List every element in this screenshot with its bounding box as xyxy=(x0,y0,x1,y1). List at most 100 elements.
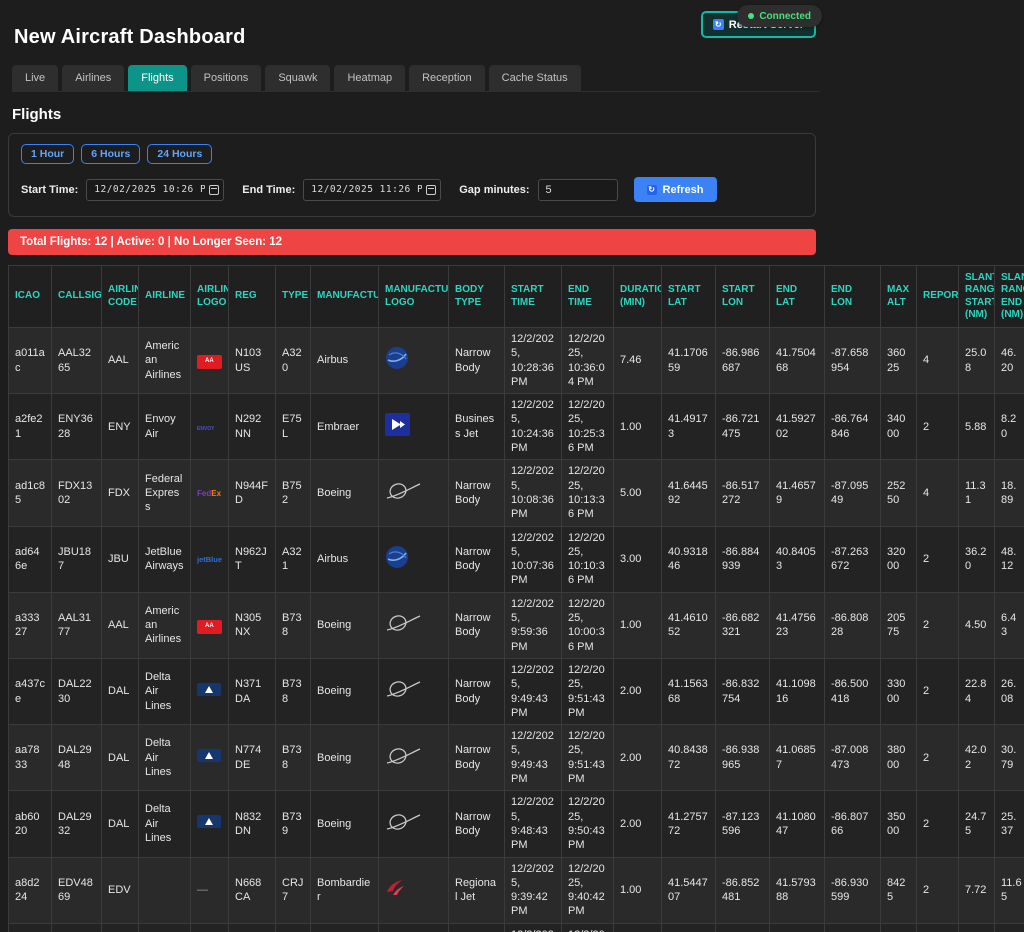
tab-live[interactable]: Live xyxy=(12,65,59,91)
cell-airline-code: AAL xyxy=(101,326,139,395)
cell-slant-start: 5.88 xyxy=(958,393,995,461)
gap-minutes-label: Gap minutes: xyxy=(459,183,530,196)
column-header-duration-min: DURATION (MIN) xyxy=(613,265,662,328)
end-time-input[interactable] xyxy=(303,178,442,201)
tab-heatmap[interactable]: Heatmap xyxy=(334,65,406,91)
cell-start-lon: -86.938965 xyxy=(715,724,770,792)
cell-type: CRJ7 xyxy=(275,856,311,924)
cell-type: B738 xyxy=(275,591,311,659)
cell-reports: 2 xyxy=(916,591,959,659)
cell-duration-min: 1.00 xyxy=(613,856,662,924)
quick-range-button-6-hours[interactable]: 6 Hours xyxy=(81,144,141,164)
cell-type: B738 xyxy=(275,657,311,726)
cell-icao: a8d224 xyxy=(8,856,52,924)
cell-duration-min: 3.00 xyxy=(613,525,662,593)
cell-body-type: Turboprop xyxy=(448,922,505,932)
column-header-max-alt: MAX ALT xyxy=(880,265,917,328)
cell-reg: N668CA xyxy=(228,856,276,924)
boeing-logo-icon xyxy=(386,813,421,830)
cell-duration-min: 2.00 xyxy=(613,790,662,858)
cell-body-type: Narrow Body xyxy=(448,326,505,395)
cell-body-type: Narrow Body xyxy=(448,459,505,527)
table-row: a33327 AAL3177 AAL American Airlines AA N305N… xyxy=(8,591,1024,659)
cell-type: B739 xyxy=(275,790,311,858)
cell-manufacturer: Boeing xyxy=(310,657,379,726)
airbus-logo-icon xyxy=(386,546,408,568)
cell-manufacturer-logo: TEXTRON xyxy=(378,922,449,932)
cell-end-lon: -86.80766 xyxy=(824,790,881,858)
cell-reports: 2 xyxy=(916,657,959,726)
cell-body-type: Business Jet xyxy=(448,393,505,461)
table-row: a427e3SUB8942SUBSuburban Air Freight—N36… xyxy=(8,922,1024,932)
column-header-start-lat: START LAT xyxy=(661,265,716,328)
cell-end-lon: -86.80828 xyxy=(824,591,881,659)
cell-end-lon: -87.263672 xyxy=(824,525,881,593)
calendar-icon[interactable] xyxy=(209,184,220,195)
tab-positions[interactable]: Positions xyxy=(190,65,262,91)
cell-reports: 2 xyxy=(916,393,959,461)
start-time-label: Start Time: xyxy=(21,183,79,196)
tab-reception[interactable]: Reception xyxy=(409,65,485,91)
cell-reports: 4 xyxy=(916,459,959,527)
quick-range-button-1-hour[interactable]: 1 Hour xyxy=(21,144,75,164)
cell-end-time: 12/2/2025, 10:13:36 PM xyxy=(561,459,614,527)
airbus-logo-icon xyxy=(386,347,408,370)
cell-start-lon: -86.721475 xyxy=(715,393,770,461)
cell-manufacturer-logo xyxy=(378,525,449,593)
cell-slant-start: 7.72 xyxy=(958,856,995,924)
cell-manufacturer: Boeing xyxy=(310,591,379,659)
cell-slant-end: 4.90 xyxy=(994,922,1024,932)
cell-end-time: 12/2/2025, 10:10:36 PM xyxy=(561,525,614,593)
table-row: ad1c85 FDX1302 FDX Federal Express FedEx N944… xyxy=(8,459,1024,527)
cell-type: B752 xyxy=(275,459,311,527)
delta-logo-icon xyxy=(197,815,221,829)
cell-body-type: Regional Jet xyxy=(448,856,505,924)
tab-cache-status[interactable]: Cache Status xyxy=(488,65,581,91)
cell-duration-min: 1.00 xyxy=(613,591,662,659)
cell-manufacturer: Bombardier xyxy=(310,856,379,924)
cell-end-lat: 41.750468 xyxy=(769,326,825,395)
gap-minutes-input[interactable] xyxy=(537,178,618,201)
cell-reports: 2 xyxy=(916,525,959,593)
tab-flights[interactable]: Flights xyxy=(128,65,187,91)
cell-start-time: 12/2/2025, 10:08:36 PM xyxy=(504,459,562,527)
tab-squawk[interactable]: Squawk xyxy=(265,65,331,91)
flights-table-header-row: ICAOCALLSIGNAIRLINE CODEAIRLINEAIRLINE L… xyxy=(8,265,1024,328)
cell-reports: 2 xyxy=(916,790,959,858)
cell-end-time: 12/2/2025, 9:51:43 PM xyxy=(561,724,614,792)
calendar-icon[interactable] xyxy=(426,184,437,195)
refresh-button[interactable]: ↻ Refresh xyxy=(633,177,717,202)
cell-end-lon: -87.09549 xyxy=(824,459,881,527)
table-row: a8d224 EDV4869 EDV — N668CA CRJ7 Bombardier Reg… xyxy=(8,856,1024,924)
end-time-wrap xyxy=(303,178,442,201)
cell-airline: American Airlines xyxy=(138,326,191,395)
start-time-input[interactable] xyxy=(86,178,225,201)
cell-start-lon: -86.884939 xyxy=(715,525,770,593)
table-row: ab6020 DAL2932 DAL Delta Air Lines N832DN B73… xyxy=(8,790,1024,858)
cell-end-time: 12/2/2025, 10:00:36 PM xyxy=(561,591,614,659)
cell-start-time: 12/2/2025, 9:39:42 PM xyxy=(504,856,562,924)
boeing-logo-icon xyxy=(386,681,421,698)
cell-start-lon: -86.986687 xyxy=(715,326,770,395)
cell-slant-start: 25.08 xyxy=(958,326,995,395)
table-row: a011ac AAL3265 AAL American Airlines AA N103U… xyxy=(8,326,1024,395)
refresh-label: Refresh xyxy=(662,183,704,196)
quick-range-button-24-hours[interactable]: 24 Hours xyxy=(147,144,213,164)
cell-start-time: 12/2/2025, 9:48:43 PM xyxy=(504,790,562,858)
cell-body-type: Narrow Body xyxy=(448,790,505,858)
cell-manufacturer: Airbus xyxy=(310,326,379,395)
cell-reports: 2 xyxy=(916,724,959,792)
cell-reports: 2 xyxy=(916,856,959,924)
cell-end-lat: 41.108047 xyxy=(769,790,825,858)
cell-start-lat: 41.170659 xyxy=(661,326,716,395)
cell-start-lat: 41.644592 xyxy=(661,459,716,527)
table-row: ad646e JBU187 JBU JetBlue Airways jetBlue N96… xyxy=(8,525,1024,593)
cell-callsign: DAL2948 xyxy=(51,724,102,792)
column-header-reports: REPORTS xyxy=(916,265,959,328)
cell-airline: Delta Air Lines xyxy=(138,790,191,858)
cell-reg: N292NN xyxy=(228,393,276,461)
column-header-start-lon: START LON xyxy=(715,265,770,328)
tab-airlines[interactable]: Airlines xyxy=(62,65,125,91)
quick-range-buttons: 1 Hour 6 Hours 24 Hours xyxy=(21,144,803,164)
